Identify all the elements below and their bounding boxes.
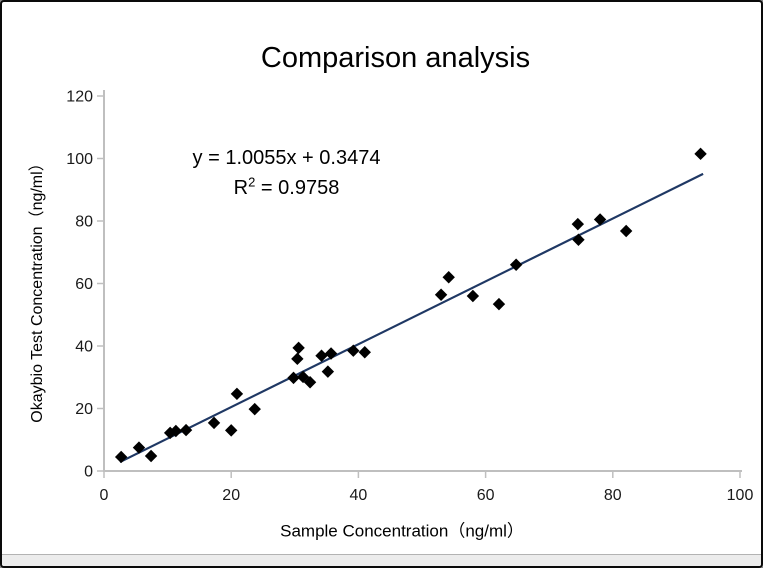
data-point-marker bbox=[492, 297, 506, 311]
r-squared-base: R bbox=[233, 177, 249, 199]
r-squared-exponent: 2 bbox=[248, 174, 256, 190]
x-tick-label: 40 bbox=[350, 487, 368, 504]
data-point-marker bbox=[291, 352, 304, 366]
data-point-marker bbox=[207, 416, 221, 430]
data-point-marker bbox=[179, 423, 193, 437]
data-point-marker bbox=[442, 271, 455, 284]
data-point-marker bbox=[434, 288, 448, 301]
data-point-marker bbox=[321, 365, 335, 378]
data-point-marker bbox=[132, 441, 146, 454]
y-axis-title: Okaybio Test Concentration（ng/ml） bbox=[29, 155, 46, 423]
data-point-marker bbox=[315, 349, 328, 362]
x-tick-label: 0 bbox=[100, 487, 109, 504]
data-point-marker bbox=[619, 224, 633, 238]
y-tick-label: 80 bbox=[75, 214, 93, 231]
x-tick-label: 100 bbox=[727, 487, 754, 504]
data-point-marker bbox=[169, 424, 183, 438]
y-tick-label: 120 bbox=[66, 89, 93, 106]
data-point-marker bbox=[144, 449, 158, 463]
data-point-marker bbox=[292, 341, 305, 355]
trendline-equation: y = 1.0055x + 0.3474 R2 = 0.9758 bbox=[174, 143, 399, 203]
y-tick-label: 60 bbox=[75, 276, 93, 293]
data-point-marker bbox=[466, 289, 480, 303]
data-point-marker bbox=[593, 213, 607, 226]
r-squared-line: R2 = 0.9758 bbox=[174, 173, 399, 203]
x-axis-title: Sample Concentration（ng/ml） bbox=[280, 521, 524, 541]
data-point-marker bbox=[230, 387, 244, 401]
data-point-marker bbox=[225, 424, 238, 437]
data-point-marker bbox=[248, 402, 261, 416]
data-point-marker bbox=[303, 376, 317, 389]
data-point-marker bbox=[572, 233, 585, 246]
data-point-marker bbox=[114, 450, 128, 464]
r-squared-value: = 0.9758 bbox=[255, 177, 340, 199]
data-point-marker bbox=[324, 347, 338, 360]
data-point-marker bbox=[287, 371, 300, 385]
data-point-marker bbox=[694, 147, 707, 161]
data-point-marker bbox=[509, 258, 523, 271]
bottom-strip bbox=[2, 554, 761, 566]
data-point-marker bbox=[358, 346, 371, 359]
trendline-equation-line: y = 1.0055x + 0.3474 bbox=[192, 147, 381, 169]
y-tick-label: 40 bbox=[75, 339, 93, 356]
data-point-marker bbox=[571, 217, 585, 231]
x-tick-label: 20 bbox=[222, 487, 240, 504]
x-tick-label: 80 bbox=[604, 487, 622, 504]
chart-title: Comparison analysis bbox=[260, 42, 531, 74]
trendline bbox=[119, 172, 704, 464]
y-tick-label: 100 bbox=[66, 151, 93, 168]
x-tick-label: 60 bbox=[477, 487, 495, 504]
y-tick-label: 20 bbox=[75, 401, 93, 418]
y-tick-label: 0 bbox=[84, 464, 93, 481]
data-point-marker bbox=[347, 344, 360, 357]
